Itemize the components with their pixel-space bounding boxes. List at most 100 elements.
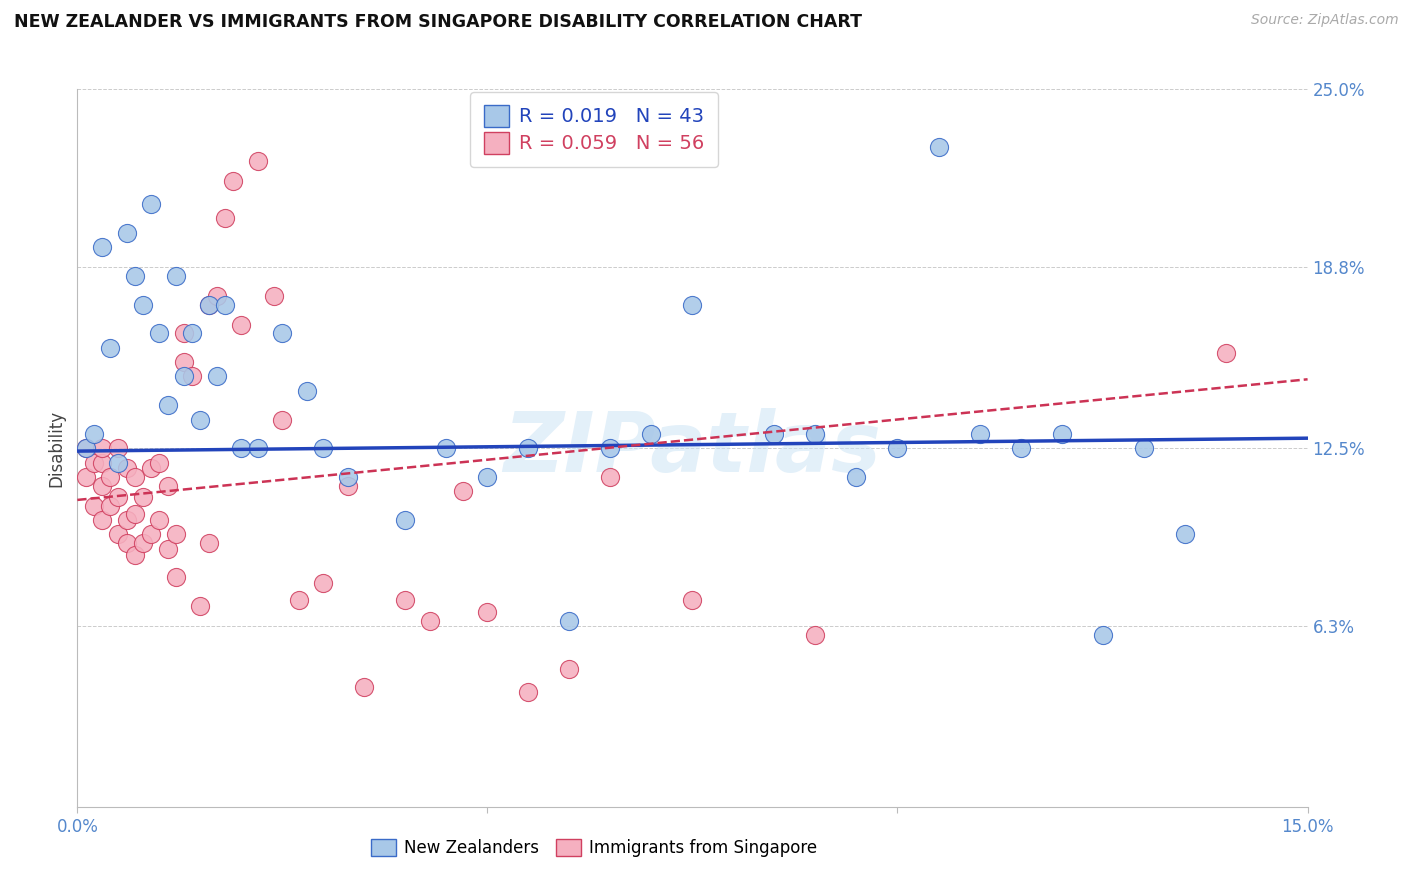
Point bbox=[214, 298, 236, 312]
Point bbox=[263, 289, 285, 303]
Point bbox=[928, 139, 950, 153]
Point bbox=[124, 268, 146, 283]
Point bbox=[75, 470, 97, 484]
Point bbox=[90, 456, 114, 470]
Point bbox=[115, 461, 138, 475]
Point bbox=[90, 441, 114, 455]
Point bbox=[337, 470, 360, 484]
Point bbox=[451, 484, 474, 499]
Point bbox=[75, 441, 97, 455]
Point bbox=[599, 441, 621, 455]
Point bbox=[83, 499, 105, 513]
Point bbox=[419, 614, 441, 628]
Point bbox=[394, 513, 416, 527]
Point bbox=[90, 478, 114, 492]
Point bbox=[90, 240, 114, 254]
Point bbox=[107, 490, 129, 504]
Point bbox=[271, 326, 294, 341]
Point bbox=[682, 298, 704, 312]
Point bbox=[1132, 441, 1154, 455]
Point bbox=[148, 513, 170, 527]
Point bbox=[517, 685, 540, 699]
Legend: New Zealanders, Immigrants from Singapore: New Zealanders, Immigrants from Singapor… bbox=[364, 832, 824, 863]
Point bbox=[141, 197, 163, 211]
Point bbox=[141, 527, 163, 541]
Point bbox=[173, 369, 195, 384]
Y-axis label: Disability: Disability bbox=[48, 409, 66, 487]
Point bbox=[148, 326, 170, 341]
Point bbox=[845, 470, 868, 484]
Point bbox=[75, 441, 97, 455]
Point bbox=[124, 508, 146, 522]
Point bbox=[231, 441, 253, 455]
Point bbox=[156, 398, 179, 412]
Point bbox=[477, 470, 499, 484]
Point bbox=[98, 499, 121, 513]
Point bbox=[353, 680, 375, 694]
Point bbox=[436, 441, 458, 455]
Point bbox=[599, 470, 621, 484]
Point bbox=[763, 426, 786, 441]
Point bbox=[132, 490, 155, 504]
Text: Source: ZipAtlas.com: Source: ZipAtlas.com bbox=[1251, 13, 1399, 28]
Point bbox=[165, 268, 187, 283]
Point bbox=[188, 599, 212, 614]
Point bbox=[124, 548, 146, 562]
Point bbox=[205, 369, 228, 384]
Point bbox=[205, 289, 228, 303]
Point bbox=[886, 441, 908, 455]
Point bbox=[181, 326, 204, 341]
Point bbox=[1010, 441, 1032, 455]
Point bbox=[165, 527, 187, 541]
Point bbox=[214, 211, 236, 226]
Point bbox=[288, 593, 311, 607]
Point bbox=[132, 536, 155, 550]
Point bbox=[271, 412, 294, 426]
Point bbox=[477, 605, 499, 619]
Point bbox=[188, 412, 212, 426]
Text: NEW ZEALANDER VS IMMIGRANTS FROM SINGAPORE DISABILITY CORRELATION CHART: NEW ZEALANDER VS IMMIGRANTS FROM SINGAPO… bbox=[14, 13, 862, 31]
Point bbox=[804, 426, 827, 441]
Point bbox=[115, 536, 138, 550]
Point bbox=[107, 456, 129, 470]
Point bbox=[197, 298, 219, 312]
Point bbox=[517, 441, 540, 455]
Point bbox=[124, 470, 146, 484]
Point bbox=[173, 326, 195, 341]
Point bbox=[1174, 527, 1197, 541]
Point bbox=[115, 513, 138, 527]
Point bbox=[246, 153, 269, 168]
Point bbox=[394, 593, 416, 607]
Point bbox=[173, 355, 195, 369]
Point bbox=[165, 570, 187, 584]
Point bbox=[115, 226, 138, 240]
Point bbox=[197, 536, 219, 550]
Point bbox=[83, 456, 105, 470]
Point bbox=[222, 174, 245, 188]
Point bbox=[246, 441, 269, 455]
Text: ZIPatlas: ZIPatlas bbox=[503, 408, 882, 489]
Point bbox=[558, 662, 581, 676]
Point bbox=[156, 478, 179, 492]
Point bbox=[969, 426, 991, 441]
Point bbox=[337, 478, 360, 492]
Point bbox=[132, 298, 155, 312]
Point bbox=[558, 614, 581, 628]
Point bbox=[141, 461, 163, 475]
Point bbox=[90, 513, 114, 527]
Point bbox=[312, 576, 335, 591]
Point bbox=[148, 456, 170, 470]
Point bbox=[295, 384, 318, 398]
Point bbox=[682, 593, 704, 607]
Point bbox=[1091, 628, 1114, 642]
Point bbox=[107, 441, 129, 455]
Point bbox=[1050, 426, 1073, 441]
Point bbox=[312, 441, 335, 455]
Point bbox=[83, 426, 105, 441]
Point bbox=[156, 541, 179, 556]
Point bbox=[804, 628, 827, 642]
Point bbox=[181, 369, 204, 384]
Point bbox=[1215, 346, 1237, 360]
Point bbox=[98, 341, 121, 355]
Point bbox=[98, 470, 121, 484]
